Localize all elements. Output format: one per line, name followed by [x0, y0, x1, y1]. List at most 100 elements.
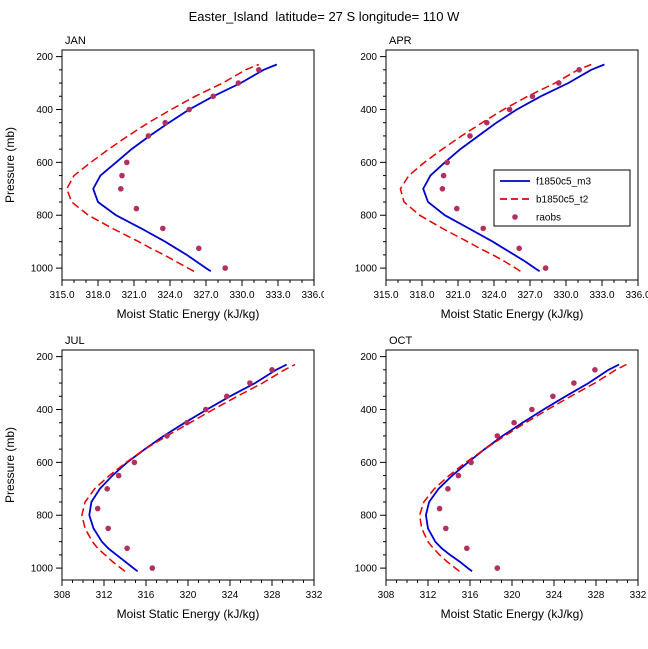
- obs-dot: [210, 93, 216, 100]
- y-axis-tick-label: 1000: [31, 264, 54, 275]
- chart-panel-apr: 315.0 318.0 321.0 324.0 327.0 330.0 333.0 336.0…: [355, 35, 648, 321]
- x-axis-tick-label: 332: [306, 590, 323, 601]
- series-line-b1850c5_t2: [399, 63, 592, 272]
- y-axis-tick-label: 600: [360, 158, 377, 169]
- panel-title: APR: [389, 35, 412, 47]
- x-axis-tick-label: 327.0: [517, 290, 542, 301]
- x-axis-tick-label: 321.0: [121, 290, 146, 301]
- x-axis-tick-label: 324: [222, 590, 239, 601]
- series-line-f1850c5_m3: [424, 363, 620, 573]
- obs-dot: [494, 565, 501, 571]
- obs-dot: [455, 472, 462, 479]
- x-axis-tick-label: 315.0: [373, 290, 398, 301]
- chart-panel-jul: 308 312 316 320 324 328 332 200 400 600 800 1000 JUL…: [3, 335, 323, 621]
- x-axis-tick-label: 308: [378, 590, 395, 601]
- panel-title: OCT: [389, 335, 413, 347]
- obs-dot: [104, 486, 110, 492]
- x-axis-tick-label: 336.0: [625, 290, 648, 301]
- y-axis-tick-label: 600: [36, 158, 53, 169]
- obs-dot: [160, 225, 166, 232]
- obs-dot: [529, 93, 536, 100]
- plot-frame: [385, 349, 639, 581]
- y-axis-tick-label: 200: [36, 52, 53, 63]
- y-axis-title: Pressure (mb): [3, 127, 17, 203]
- obs-dot: [542, 265, 549, 271]
- x-axis-tick-label: 315.0: [49, 290, 74, 301]
- obs-dot: [444, 159, 450, 166]
- obs-dot: [222, 265, 228, 271]
- obs-dot: [506, 106, 513, 113]
- obs-dot: [454, 205, 460, 212]
- x-axis-tick-label: 324.0: [157, 290, 182, 301]
- x-axis-tick-label: 312: [96, 590, 113, 601]
- x-axis-tick-label: 328: [264, 590, 281, 601]
- obs-dot: [494, 433, 501, 439]
- obs-dot: [576, 67, 582, 73]
- x-axis-tick-label: 320: [504, 590, 521, 601]
- obs-dot: [269, 367, 275, 373]
- obs-dot: [480, 225, 486, 232]
- obs-dot: [224, 393, 230, 400]
- y-axis-tick-label: 200: [360, 352, 377, 363]
- obs-dot: [119, 172, 125, 179]
- x-axis-tick-label: 321.0: [445, 290, 470, 301]
- x-axis-tick-label: 318.0: [409, 290, 434, 301]
- y-axis-tick-label: 200: [360, 52, 377, 63]
- x-axis-tick-label: 333.0: [589, 290, 614, 301]
- obs-dot: [203, 406, 209, 413]
- obs-dot: [484, 119, 490, 126]
- obs-dot: [124, 545, 130, 552]
- y-axis-tick-label: 600: [360, 458, 377, 469]
- y-axis-tick-label: 1000: [355, 564, 378, 575]
- y-axis-tick-label: 800: [360, 511, 377, 522]
- obs-dot: [436, 505, 443, 512]
- obs-dot: [511, 419, 517, 426]
- figure-title: Easter_Island latitude= 27 S longitude= …: [188, 9, 460, 24]
- obs-dot: [516, 245, 522, 252]
- legend-label: b1850c5_t2: [536, 195, 589, 206]
- obs-dot: [439, 186, 446, 192]
- obs-dot: [94, 505, 101, 512]
- x-axis-tick-label: 316: [138, 590, 155, 601]
- x-axis-title: Moist Static Energy (kJ/kg): [441, 607, 584, 621]
- obs-dot: [196, 245, 202, 252]
- y-axis-tick-label: 800: [360, 211, 377, 222]
- y-axis-tick-label: 400: [360, 405, 377, 416]
- obs-dot: [162, 119, 168, 126]
- panel-title: JUL: [65, 335, 85, 347]
- y-axis-tick-label: 1000: [31, 564, 54, 575]
- legend-dot-sample: [512, 214, 518, 220]
- x-axis-tick-label: 320: [180, 590, 197, 601]
- x-axis-title: Moist Static Energy (kJ/kg): [441, 307, 584, 321]
- plot-frame: [61, 349, 315, 581]
- y-axis-title: Pressure (mb): [3, 427, 17, 503]
- obs-dot: [440, 172, 447, 179]
- x-axis-tick-label: 333.0: [265, 290, 290, 301]
- obs-dot: [149, 565, 156, 571]
- x-axis-tick-label: 318.0: [85, 290, 110, 301]
- y-axis-tick-label: 600: [36, 458, 53, 469]
- obs-dot: [164, 433, 170, 439]
- obs-dot: [445, 486, 451, 492]
- obs-dot: [145, 133, 152, 139]
- x-axis-tick-label: 336.0: [301, 290, 324, 301]
- x-axis-tick-label: 316: [462, 590, 479, 601]
- obs-dot: [118, 186, 124, 192]
- obs-dot: [133, 205, 140, 212]
- chart-panel-jan: 315.0 318.0 321.0 324.0 327.0 330.0 333.0 336.0…: [3, 35, 324, 321]
- x-axis-tick-label: 328: [588, 590, 605, 601]
- series-line-f1850c5_m3: [422, 63, 605, 273]
- obs-dot: [115, 472, 122, 479]
- obs-dot: [467, 133, 473, 139]
- y-axis-tick-label: 400: [36, 105, 53, 116]
- x-axis-tick-label: 324: [546, 590, 563, 601]
- series-line-b1850c5_t2: [65, 63, 260, 272]
- obs-dot: [124, 159, 130, 166]
- y-axis-tick-label: 400: [36, 405, 53, 416]
- y-axis-tick-label: 1000: [355, 264, 378, 275]
- plot-frame: [61, 49, 315, 281]
- y-axis-tick-label: 800: [36, 211, 53, 222]
- plot-frame: [385, 49, 639, 281]
- panels-grid: 315.0 318.0 321.0 324.0 327.0 330.0 333.0 336.0…: [0, 28, 648, 628]
